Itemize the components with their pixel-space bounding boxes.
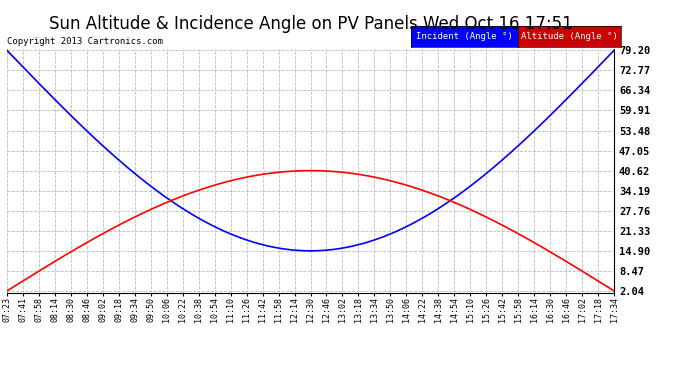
Text: Copyright 2013 Cartronics.com: Copyright 2013 Cartronics.com [7, 38, 163, 46]
Text: Incident (Angle °): Incident (Angle °) [415, 32, 513, 41]
Text: Altitude (Angle °): Altitude (Angle °) [521, 32, 618, 41]
Text: Sun Altitude & Incidence Angle on PV Panels Wed Oct 16 17:51: Sun Altitude & Incidence Angle on PV Pan… [48, 15, 573, 33]
